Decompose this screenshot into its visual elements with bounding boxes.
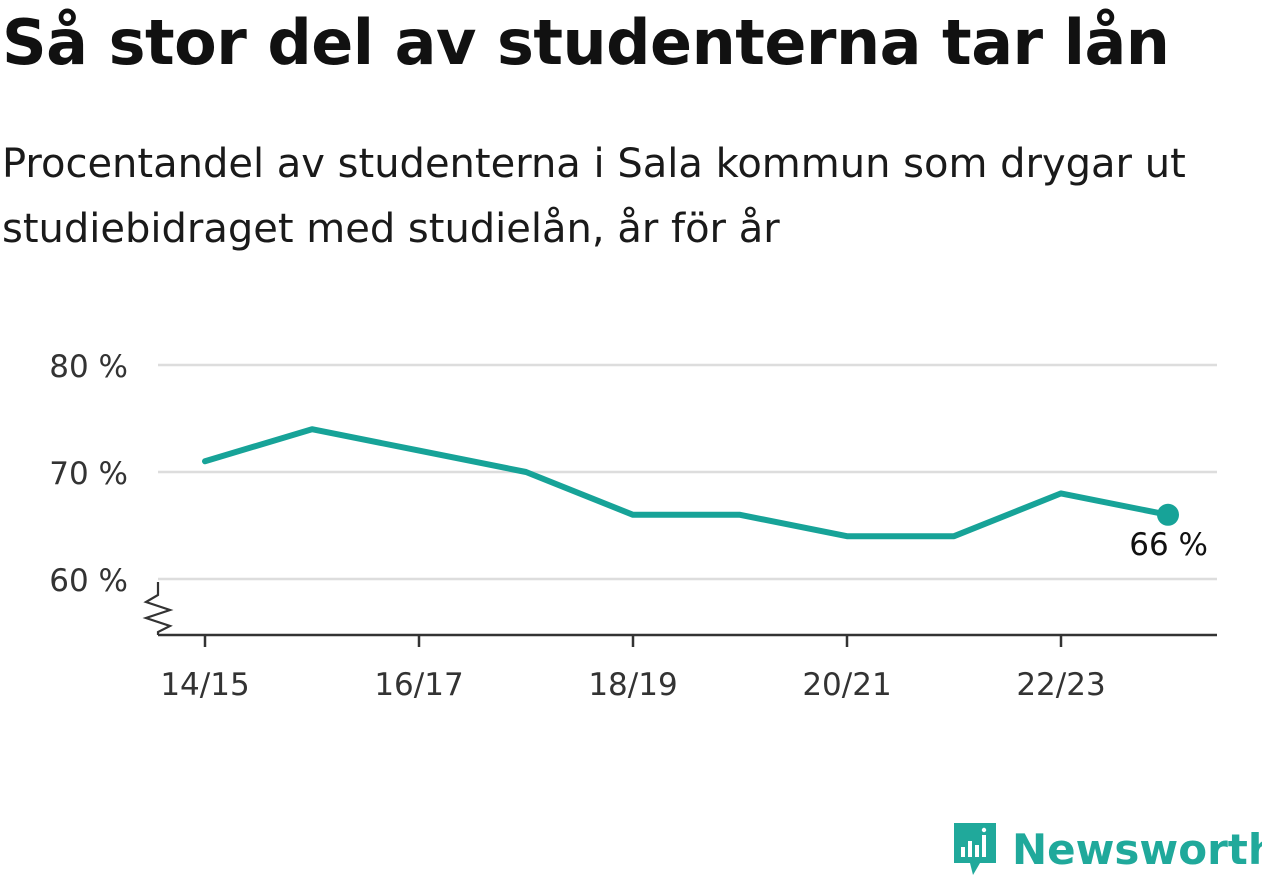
- x-tick-label: 22/23: [1016, 667, 1105, 703]
- y-tick-label: 60 %: [49, 563, 128, 599]
- end-point-marker: [1157, 504, 1179, 526]
- x-tick-label: 16/17: [374, 667, 463, 703]
- y-tick-label: 70 %: [49, 456, 128, 492]
- y-axis-ticks: 60 % 70 % 80 %: [49, 349, 128, 599]
- x-axis: 14/15 16/17 18/19 20/21 22/23: [158, 635, 1217, 703]
- y-tick-label: 80 %: [49, 349, 128, 385]
- line-chart: 60 % 70 % 80 % 14/15 16/17 18/19 20/21 22/23 6…: [0, 330, 1262, 710]
- chart-title: Så stor del av studenterna tar lån: [2, 6, 1169, 79]
- series-line: [205, 429, 1179, 536]
- chart-subtitle: Procentandel av studenterna i Sala kommu…: [2, 132, 1242, 262]
- newsworthy-logo-icon: [950, 819, 1000, 879]
- x-tick-label: 14/15: [160, 667, 249, 703]
- gridlines: [158, 365, 1217, 579]
- y-axis-break-icon: [146, 582, 170, 635]
- end-value-label: 66 %: [1129, 527, 1208, 563]
- data-line: [205, 429, 1168, 536]
- brand-name: Newsworthy: [1012, 825, 1262, 874]
- x-tick-label: 20/21: [802, 667, 891, 703]
- end-value-text: 66 %: [1129, 527, 1208, 563]
- x-tick-label: 18/19: [588, 667, 677, 703]
- brand-logo: Newsworthy: [950, 818, 1262, 880]
